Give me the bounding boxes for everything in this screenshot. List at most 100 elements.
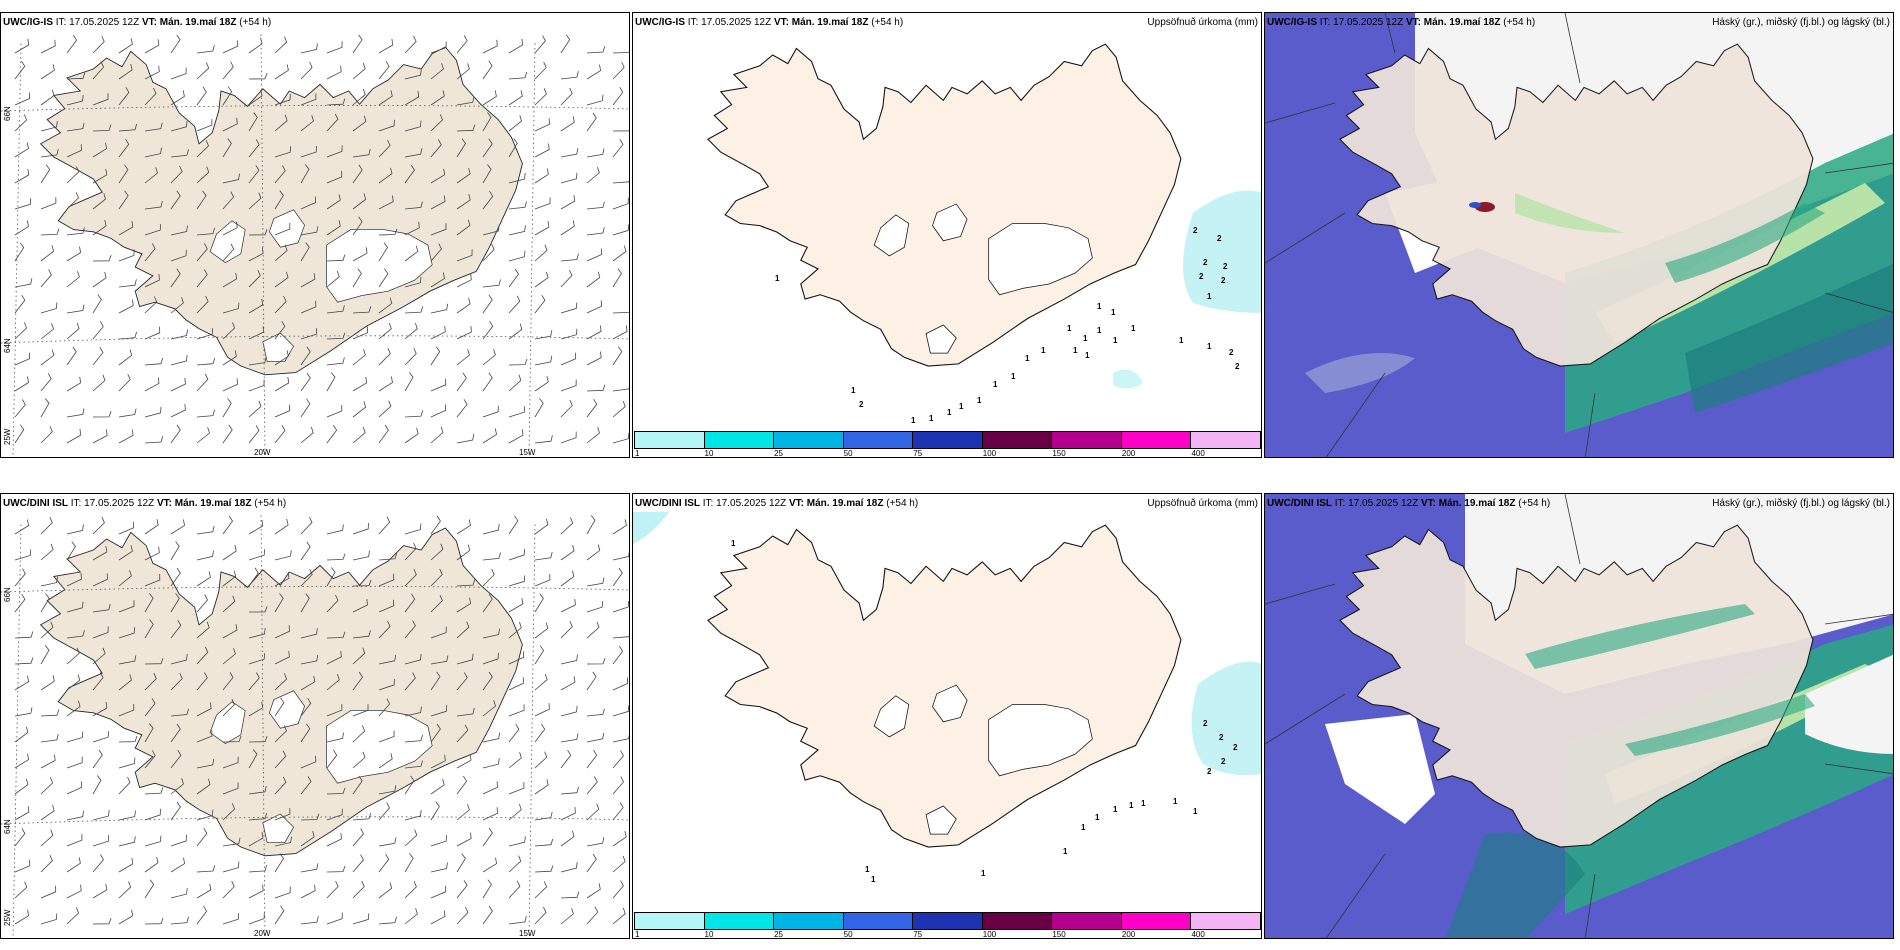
wind-barb [430,168,446,184]
wind-barb [378,376,393,392]
wind-barb [482,320,494,340]
panel-title: UWC/IG-IS IT: 17.05.2025 12Z VT: Mán. 19… [1267,17,1536,28]
wind-barb [404,120,422,132]
wind-barb [508,752,522,769]
wind-barb [404,569,417,587]
wind-barb [170,654,188,665]
wind-barb [378,916,397,925]
precip-value-label: 2 [1221,276,1226,285]
wind-barb [612,386,629,392]
wind-barb [404,69,422,80]
wind-barb [612,677,629,691]
wind-barb [248,89,263,106]
wind-barb [482,279,501,288]
wind-barb [14,675,30,691]
wind-barb [326,220,341,236]
wind-barb [534,61,547,80]
wind-barb [352,306,372,314]
colorbar: 1 10 25 50 75 100 150 200 400 [634,431,1261,457]
wind-barb [326,98,346,106]
wind-barb [300,346,311,366]
wind-barb [92,321,104,340]
wind-barb [404,201,423,210]
precip-value-label: 1 [911,416,916,425]
wind-barb [378,753,393,769]
wind-barb [378,61,390,80]
wind-barb [92,294,102,314]
wind-barb [40,621,54,639]
wind-barb [222,837,241,847]
wind-barb [118,429,134,444]
wind-barb [249,606,268,613]
wind-barb [222,735,242,743]
wind-barb [248,298,264,314]
wind-barb [222,243,235,262]
wind-barb [612,129,629,132]
wind-barb [40,885,57,899]
wind-barb [352,881,365,899]
wind-barb [92,429,108,444]
lat-label-66n: 66N [3,106,12,121]
wind-barb [170,801,181,821]
wind-barb [560,379,577,392]
wind-barb [560,34,571,54]
wind-barb [248,864,268,873]
wind-barb [352,164,363,184]
wind-barb [196,373,209,392]
wind-barb [196,328,213,340]
colorbar-tick-label: 10 [704,449,714,458]
wind-barb [66,857,81,873]
wind-barb [456,544,471,561]
wind-barb [170,834,187,847]
wind-barb [534,271,549,288]
wind-barb [430,139,442,158]
wind-barb [326,170,343,184]
wind-barb [560,733,579,743]
wind-barb [378,678,395,691]
wind-barb [456,597,472,613]
wind-barb [170,67,187,80]
wind-barb [534,906,547,925]
wind-barb [378,698,391,717]
wind-barb [170,723,181,743]
wind-barb [534,221,550,236]
wind-barb [66,884,82,899]
wind-barb [404,221,420,236]
wind-barb [248,701,264,717]
wind-barb [274,376,290,392]
wind-barb [482,372,493,392]
wind-barb [560,87,573,106]
wind-barb [274,697,285,717]
wind-barb [404,829,418,847]
precip-title: Uppsöfnuð úrkoma (mm) [1147,17,1258,28]
wind-barb [430,41,447,54]
wind-barb [612,197,629,210]
precip-panel-dini: UWC/DINI ISL IT: 17.05.2025 12Z VT: Mán.… [632,493,1262,939]
colorbar-tick-label: 25 [774,930,784,939]
wind-barb [170,165,183,184]
wind-barb [430,885,447,899]
wind-barb [170,567,181,587]
wind-barb [196,166,210,184]
wind-barb [196,865,216,873]
wind-barb [300,776,312,795]
wind-barb [508,916,527,925]
wind-barb [430,223,447,236]
precip-value-label: 1 [1041,346,1046,355]
wind-barb [482,112,492,132]
wind-barb [274,776,287,795]
wind-barb [40,148,59,158]
wind-barb [222,40,238,54]
wind-barb [430,801,440,821]
wind-barb [404,322,418,340]
wind-barb [222,398,232,418]
wind-barb [144,673,157,691]
wind-barb [170,916,189,925]
wind-barb [326,194,341,210]
wind-barb [482,568,495,587]
wind-barb [222,880,235,899]
wind-barb [456,880,468,899]
precip-value-label: 1 [977,396,982,405]
wind-barb [378,400,392,418]
